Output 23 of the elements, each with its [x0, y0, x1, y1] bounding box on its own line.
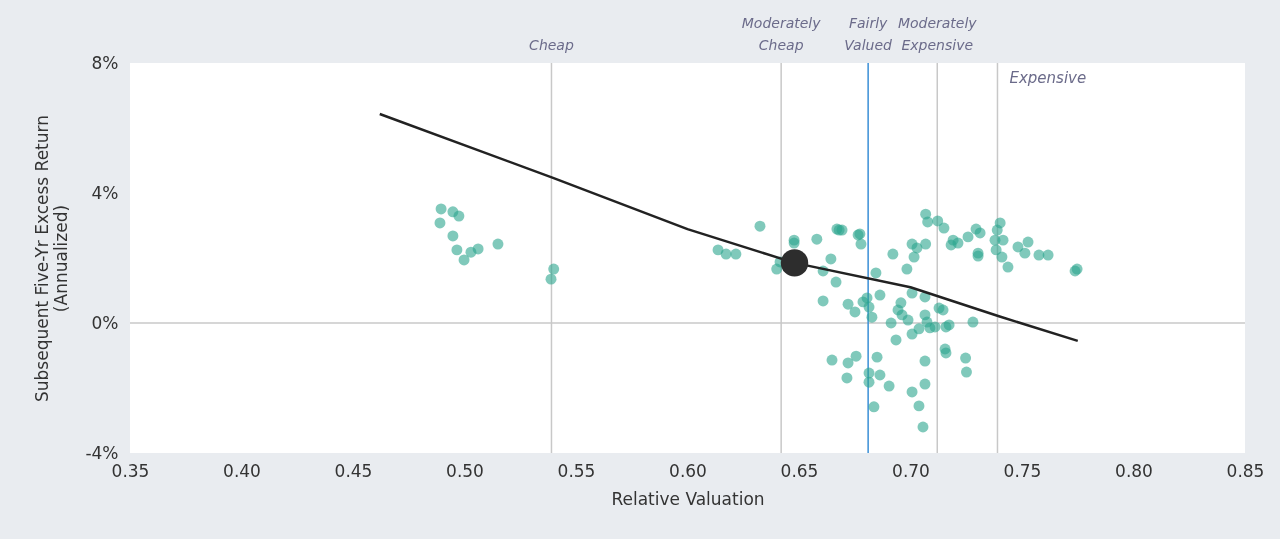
y-tick-label: 8%: [91, 52, 119, 73]
line-series: [378, 112, 1079, 343]
ref-line-label: Cheap: [529, 37, 574, 53]
x-axis-title: Relative Valuation: [611, 488, 765, 509]
ref-line-label: Moderately Cheap: [741, 15, 822, 53]
x-tick-label: 0.50: [446, 460, 484, 481]
x-tick-label: 0.85: [1226, 460, 1265, 481]
x-tick-label: 0.40: [223, 460, 261, 481]
ref-line-label: Expensive: [1009, 69, 1087, 87]
x-tick-label: 0.75: [1003, 460, 1042, 481]
y-tick-label: 4%: [91, 182, 119, 203]
y-tick-label: 0%: [91, 312, 119, 333]
x-tick-label: 0.65: [780, 460, 819, 481]
y-axis-title: Subsequent Five-Yr Excess Return (Annualized): [32, 114, 72, 403]
x-tick-label: 0.60: [669, 460, 707, 481]
x-tick-label: 0.80: [1115, 460, 1153, 481]
y-tick-label: -4%: [85, 442, 119, 463]
x-tick-label: 0.35: [111, 460, 150, 481]
ref-line-label: Moderately Expensive: [897, 15, 978, 53]
x-tick-label: 0.70: [892, 460, 930, 481]
x-tick-label: 0.55: [557, 460, 596, 481]
x-tick-label: 0.45: [334, 460, 373, 481]
ref-line-label: Fairly Valued: [844, 15, 892, 53]
